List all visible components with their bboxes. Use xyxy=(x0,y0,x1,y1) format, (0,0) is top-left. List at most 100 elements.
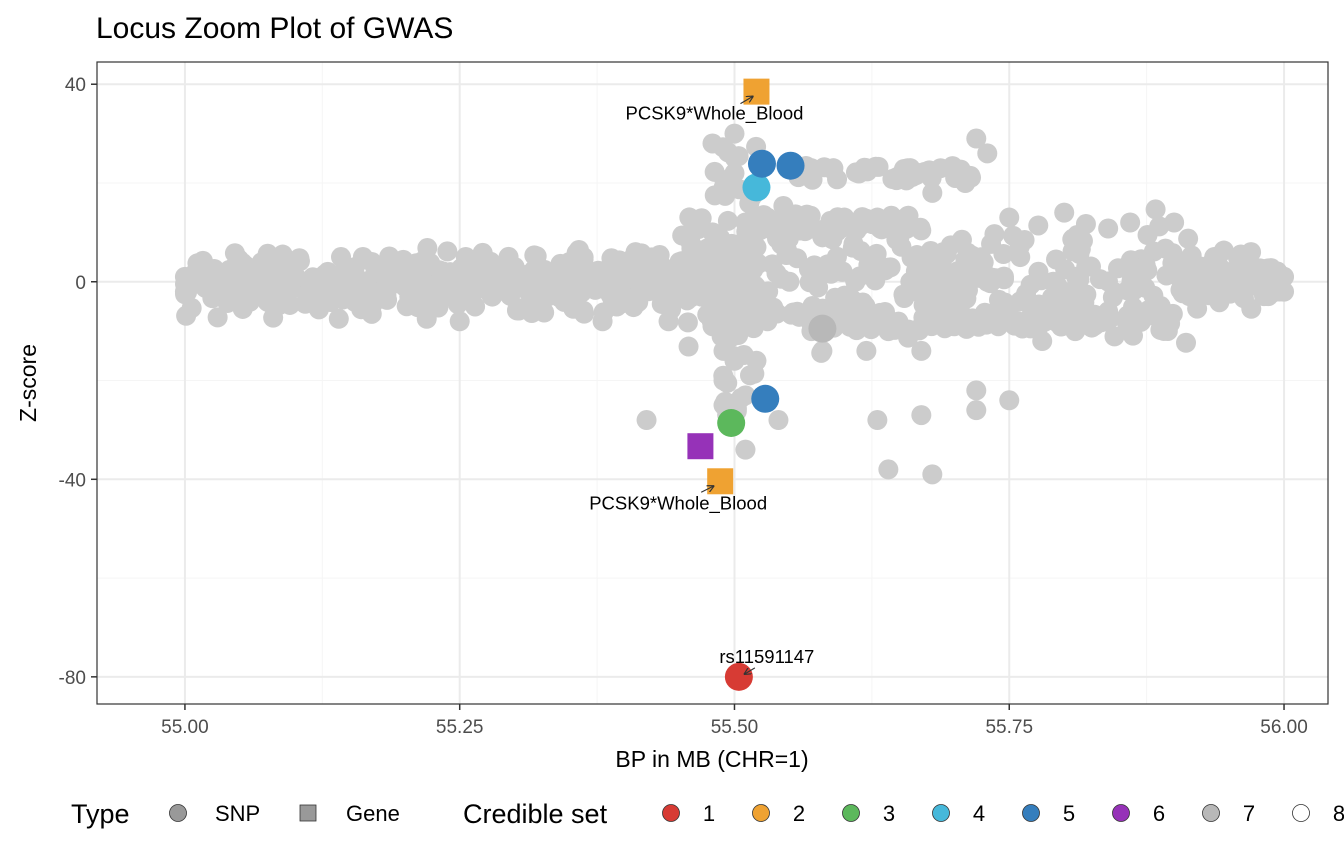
background-snp-point xyxy=(900,271,921,292)
background-snp-point xyxy=(779,271,800,292)
background-snp-point xyxy=(878,459,899,480)
background-snp-point xyxy=(592,311,613,332)
background-snp-point xyxy=(867,410,888,431)
background-snp-point xyxy=(1028,294,1049,315)
background-snp-point xyxy=(437,241,458,262)
background-snp-point xyxy=(823,158,844,179)
background-snp-point xyxy=(262,271,283,292)
legend-label-snp: SNP xyxy=(215,801,260,826)
background-snp-point xyxy=(559,252,580,273)
background-snp-point xyxy=(361,303,382,324)
background-snp-point xyxy=(746,291,767,312)
background-snp-point xyxy=(724,350,745,371)
background-snp-point xyxy=(834,301,855,322)
background-snp-point xyxy=(850,241,871,262)
background-snp-point xyxy=(974,302,995,323)
background-snp-point xyxy=(988,316,1009,337)
background-snp-point xyxy=(1076,256,1097,277)
background-snp-point xyxy=(774,204,795,225)
background-snp-point xyxy=(284,266,305,287)
background-snp-point xyxy=(1145,199,1166,220)
background-snp-point xyxy=(724,148,745,169)
background-snp-point xyxy=(1252,271,1273,292)
background-snp-point xyxy=(988,289,1009,310)
background-snp-point xyxy=(372,280,393,301)
background-snp-point xyxy=(834,207,855,228)
snp-point-set-7 xyxy=(808,314,837,343)
legend-set-7-label: 7 xyxy=(1243,801,1255,826)
legend-set-5-swatch-icon xyxy=(1022,804,1040,822)
legend-set-2-label: 2 xyxy=(793,801,805,826)
background-snp-point xyxy=(1153,316,1174,337)
background-snp-point xyxy=(317,261,338,282)
chart-title: Locus Zoom Plot of GWAS xyxy=(96,12,453,45)
background-snp-point xyxy=(438,271,459,292)
background-snp-point xyxy=(898,327,919,348)
background-snp-point xyxy=(207,266,228,287)
background-snp-point xyxy=(1164,212,1185,233)
background-snp-point xyxy=(745,276,766,297)
background-snp-point xyxy=(460,261,481,282)
x-tick-label: 55.00 xyxy=(161,717,209,738)
background-snp-point xyxy=(702,133,723,154)
legend-set-6-label: 6 xyxy=(1153,801,1165,826)
legend-set-1-swatch-icon xyxy=(662,804,680,822)
background-snp-point xyxy=(717,210,738,231)
background-snp-point xyxy=(449,311,470,332)
background-snp-point xyxy=(1131,261,1152,282)
background-snp-point xyxy=(592,261,613,282)
gene-point-set-6 xyxy=(687,433,714,460)
background-snp-point xyxy=(812,298,833,319)
background-snp-point xyxy=(735,439,756,460)
background-snp-point xyxy=(886,170,907,191)
background-snp-point xyxy=(306,276,327,297)
background-snp-point xyxy=(1072,230,1093,251)
legend-set-3-label: 3 xyxy=(883,801,895,826)
axes: 55.00 55.25 55.50 55.75 56.00 40 0 -40 -80 xyxy=(59,75,1308,738)
background-snp-point xyxy=(680,232,701,253)
snp-point-set-4 xyxy=(742,173,771,202)
background-snp-point xyxy=(845,271,866,292)
background-snp-point xyxy=(614,286,635,307)
background-snp-point xyxy=(704,161,725,182)
background-snp-point xyxy=(1098,218,1119,239)
y-tick-label: 40 xyxy=(65,75,86,96)
background-snp-point xyxy=(1003,225,1024,246)
background-snp-point xyxy=(1019,308,1040,329)
background-snp-point xyxy=(702,316,723,337)
background-snp-point xyxy=(993,244,1014,265)
background-snp-point xyxy=(625,242,646,263)
background-snp-point xyxy=(713,177,734,198)
background-snp-point xyxy=(515,271,536,292)
background-snp-point xyxy=(724,256,745,277)
background-snp-point xyxy=(922,182,943,203)
background-snp-point xyxy=(922,464,943,485)
background-snp-point xyxy=(416,256,437,277)
background-snp-point xyxy=(394,276,415,297)
background-snp-point xyxy=(891,209,912,230)
background-snp-point xyxy=(878,321,899,342)
background-snp-point xyxy=(724,301,745,322)
background-snp-point xyxy=(873,304,894,325)
background-snp-point xyxy=(944,316,965,337)
background-snp-point xyxy=(911,220,932,241)
legend-set-5-label: 5 xyxy=(1063,801,1075,826)
background-snp-point xyxy=(1020,274,1041,295)
background-snp-point xyxy=(1055,259,1076,280)
background-snp-point xyxy=(691,208,712,229)
background-snp-point xyxy=(534,259,555,280)
background-snp-point xyxy=(1178,228,1199,249)
grid xyxy=(97,62,1328,704)
background-snp-point xyxy=(757,207,778,228)
background-snp-point xyxy=(919,160,940,181)
background-snp-point xyxy=(783,302,804,323)
background-snp-point xyxy=(1165,254,1186,275)
background-snp-point xyxy=(724,163,745,184)
background-snp-point xyxy=(762,254,783,275)
background-snp-point xyxy=(966,380,987,401)
background-snp-point xyxy=(852,207,873,228)
background-snp-point xyxy=(889,227,910,248)
background-snp-point xyxy=(1122,325,1143,346)
background-snp-point xyxy=(1241,242,1262,263)
background-snp-point xyxy=(956,288,977,309)
